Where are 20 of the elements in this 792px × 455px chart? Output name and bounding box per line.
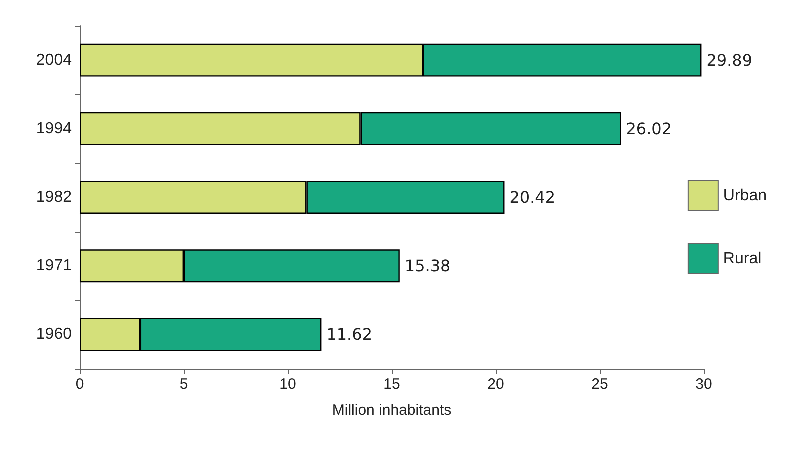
x-tick-label: 5 <box>180 376 188 393</box>
total-label: 26.02 <box>626 119 672 138</box>
x-tick-label: 15 <box>384 376 400 393</box>
y-tick-label: 2004 <box>36 52 72 69</box>
y-tick-label: 1971 <box>36 258 72 275</box>
total-label: 11.62 <box>326 325 373 344</box>
x-tick-label: 20 <box>488 376 504 393</box>
legend-label: Urban <box>723 188 767 204</box>
y-tick-label: 1994 <box>36 120 72 138</box>
x-tick-label: 10 <box>280 376 296 393</box>
x-tick-label: 30 <box>696 376 712 393</box>
x-axis-title: Million inhabitants <box>332 402 452 419</box>
legend-label: Rural <box>723 250 762 268</box>
total-label: 20.42 <box>510 188 556 207</box>
total-label: 29.89 <box>706 50 753 70</box>
x-tick-label: 0 <box>76 376 84 393</box>
total-label: 15.38 <box>404 256 451 276</box>
y-tick-label: 1982 <box>36 189 72 206</box>
y-tick-label: 1960 <box>36 326 72 344</box>
x-tick-label: 25 <box>592 376 608 393</box>
